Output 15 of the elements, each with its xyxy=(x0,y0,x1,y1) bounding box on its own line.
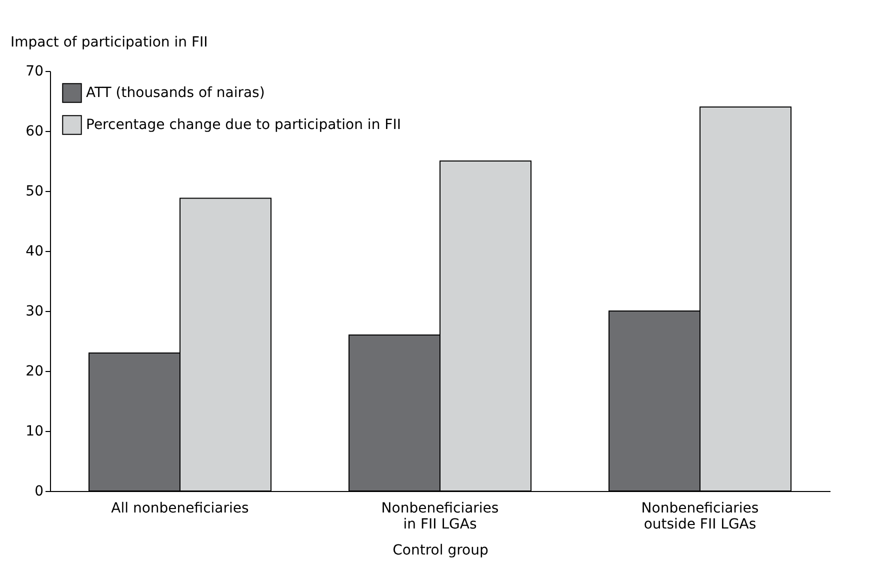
y-tick-label: 70 xyxy=(26,64,44,80)
y-tick-label: 40 xyxy=(26,244,44,260)
x-tick-label: All nonbeneficiaries xyxy=(111,500,249,516)
x-axis-title: Control group xyxy=(392,542,488,558)
y-axis-title: Impact of participation in FII xyxy=(10,34,208,50)
y-tick-label: 0 xyxy=(34,484,44,500)
legend-label: ATT (thousands of nairas) xyxy=(86,85,265,101)
y-tick-label: 30 xyxy=(26,304,44,320)
legend-label: Percentage change due to participation in FII xyxy=(86,117,401,133)
y-tick-label: 10 xyxy=(26,424,44,440)
x-tick-label: Nonbeneficiaries outside FII LGAs xyxy=(641,500,759,532)
y-tick-label: 50 xyxy=(26,184,44,200)
x-tick-label: Nonbeneficiaries in FII LGAs xyxy=(381,500,499,532)
y-tick-label: 20 xyxy=(26,364,44,380)
y-tick-label: 60 xyxy=(26,124,44,140)
